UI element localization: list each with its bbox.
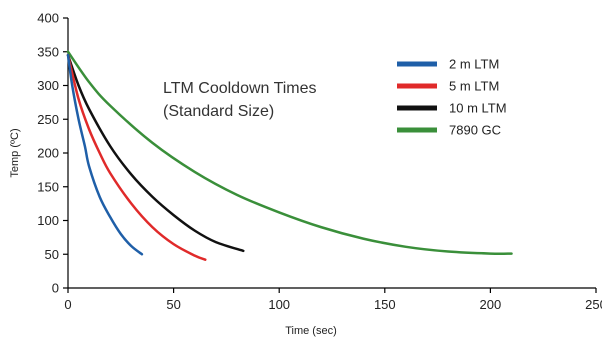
- x-axis-label: Time (sec): [285, 325, 337, 337]
- y-tick-label: 50: [45, 247, 59, 262]
- y-tick-label: 400: [37, 11, 59, 26]
- x-tick-label: 200: [480, 297, 502, 312]
- y-tick-label: 350: [37, 44, 59, 59]
- y-ticks: 0 50 100 150 200 250 300 350 400: [37, 11, 68, 296]
- y-tick-label: 150: [37, 179, 59, 194]
- series-line-2-m-ltm: [66, 53, 144, 256]
- series-line-7890-gc: [66, 50, 513, 255]
- y-tick-label: 250: [37, 112, 59, 127]
- y-tick-label: 0: [52, 281, 59, 296]
- y-tick-label: 300: [37, 78, 59, 93]
- axes: [67, 18, 596, 289]
- legend-label-10-m-ltm: 10 m LTM: [449, 101, 507, 116]
- series-line-5-m-ltm: [66, 53, 207, 261]
- series-lines: [66, 50, 513, 261]
- x-tick-label: 150: [374, 297, 396, 312]
- series-line-10-m-ltm: [66, 53, 245, 253]
- chart-title-line-1: LTM Cooldown Times: [163, 80, 317, 97]
- legend: 2 m LTM 5 m LTM 10 m LTM 7890 GC: [397, 57, 507, 138]
- x-tick-label: 100: [268, 297, 290, 312]
- x-tick-label: 0: [64, 297, 71, 312]
- chart-title-line-2: (Standard Size): [163, 103, 274, 120]
- x-tick-label: 250: [585, 297, 602, 312]
- y-tick-label: 200: [37, 146, 59, 161]
- legend-label-2-m-ltm: 2 m LTM: [449, 57, 499, 72]
- x-ticks: 0 50 100 150 200 250: [64, 288, 602, 312]
- legend-label-7890-gc: 7890 GC: [449, 123, 501, 138]
- y-axis-label: Temp (ºC): [9, 128, 21, 177]
- y-tick-label: 100: [37, 213, 59, 228]
- legend-label-5-m-ltm: 5 m LTM: [449, 79, 499, 94]
- x-tick-label: 50: [166, 297, 180, 312]
